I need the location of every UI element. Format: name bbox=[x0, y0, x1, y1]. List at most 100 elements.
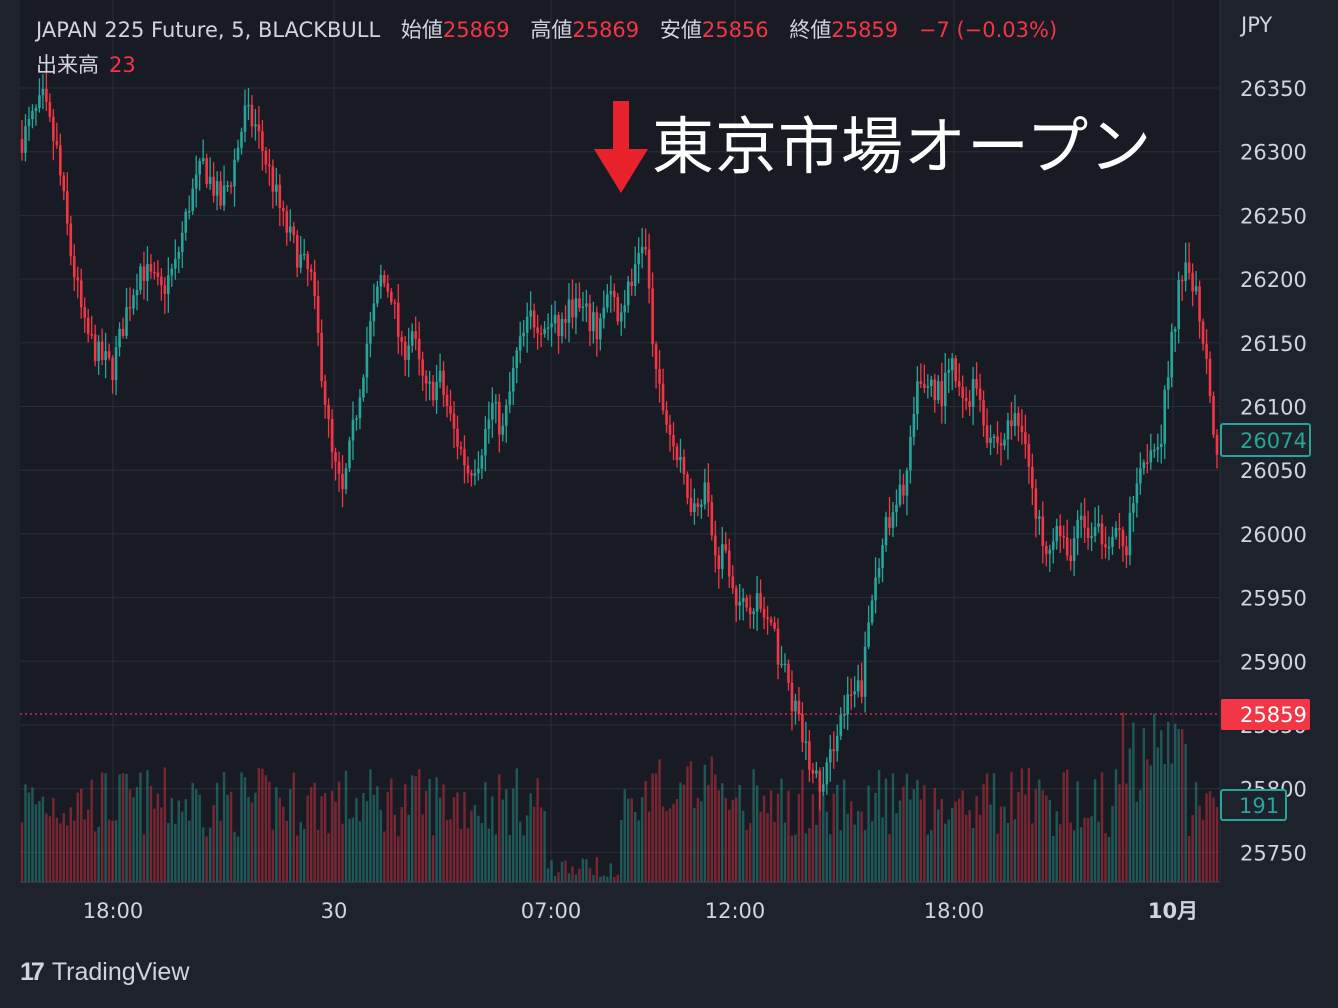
volume-bar bbox=[787, 790, 790, 882]
volume-bar bbox=[1132, 722, 1135, 882]
candle-body bbox=[794, 700, 797, 712]
symbol-name[interactable]: JAPAN 225 Future, 5, BLACKBULL bbox=[36, 18, 381, 42]
volume-bar bbox=[1013, 819, 1017, 882]
volume-bar bbox=[146, 770, 149, 882]
volume-bar bbox=[505, 789, 508, 882]
volume-bar bbox=[201, 827, 205, 882]
x-tick-label: 18:00 bbox=[924, 899, 985, 923]
candle-body bbox=[895, 504, 898, 513]
volume-bar bbox=[1180, 729, 1184, 882]
volume-bar bbox=[525, 815, 529, 882]
candle-body bbox=[919, 381, 923, 384]
candle-body bbox=[1159, 443, 1163, 448]
candle-body bbox=[578, 298, 581, 308]
candle-body bbox=[651, 288, 654, 345]
time-axis[interactable]: 18:00 30 07:00 12:00 18:00 10月 bbox=[83, 899, 1198, 923]
candle-body bbox=[926, 386, 930, 388]
candle-body bbox=[62, 175, 66, 192]
volume-bar bbox=[456, 792, 459, 882]
candle-body bbox=[421, 359, 424, 376]
candle-body bbox=[407, 345, 411, 361]
candle-body bbox=[930, 379, 933, 387]
candle-body bbox=[65, 191, 69, 224]
volume-bar bbox=[306, 795, 309, 882]
candle-body bbox=[755, 593, 759, 612]
volume-bar bbox=[156, 793, 160, 882]
volume-bar bbox=[780, 778, 783, 882]
volume-bar bbox=[83, 819, 86, 882]
volume-bar bbox=[316, 829, 320, 882]
volume-bar bbox=[309, 786, 313, 882]
tradingview-logo[interactable]: 17 TradingView bbox=[20, 958, 189, 987]
candle-body bbox=[867, 622, 870, 647]
candle-body bbox=[630, 281, 633, 287]
volume-bar bbox=[417, 769, 421, 882]
volume-bar bbox=[762, 795, 766, 882]
volume-bar bbox=[323, 792, 327, 882]
candle-body bbox=[738, 601, 741, 606]
volume-bar bbox=[337, 781, 341, 882]
candle-body bbox=[146, 264, 149, 281]
candle-body bbox=[1013, 413, 1017, 426]
volume-bar bbox=[365, 801, 369, 882]
volume-bar bbox=[888, 834, 891, 882]
volume-bar bbox=[567, 873, 571, 882]
candle-body bbox=[525, 316, 529, 333]
price-axis[interactable]: 26350 26300 26250 26200 26150 26100 26050 26000… bbox=[1240, 77, 1307, 865]
volume-bar bbox=[330, 790, 334, 882]
candle-body bbox=[341, 473, 344, 490]
volume-bar bbox=[208, 827, 212, 882]
candle-body bbox=[487, 419, 491, 429]
candle-body bbox=[780, 663, 783, 666]
candle-body bbox=[727, 550, 731, 577]
candle-body bbox=[79, 280, 83, 308]
candle-body bbox=[971, 379, 975, 407]
candle-body bbox=[184, 211, 188, 233]
candle-body bbox=[376, 286, 379, 304]
close-value: 25859 bbox=[831, 18, 899, 42]
y-tick-label: 26100 bbox=[1240, 396, 1307, 420]
candle-body bbox=[1051, 541, 1055, 550]
candle-body bbox=[1058, 525, 1062, 536]
volume-bar bbox=[909, 799, 912, 882]
volume-bar bbox=[100, 772, 104, 882]
candle-body bbox=[595, 312, 599, 340]
high-value: 25869 bbox=[572, 18, 640, 42]
candle-body bbox=[1121, 529, 1125, 547]
volume-bar bbox=[215, 782, 219, 882]
candle-body bbox=[700, 504, 703, 508]
volume-bar bbox=[372, 794, 376, 882]
volume-bar bbox=[247, 796, 250, 882]
volume-bar bbox=[149, 786, 153, 882]
volume-bar bbox=[881, 817, 884, 882]
volume-bar bbox=[303, 828, 306, 882]
candle-body bbox=[539, 333, 543, 335]
candle-body bbox=[543, 328, 546, 334]
candle-body bbox=[633, 264, 637, 287]
candle-body bbox=[86, 317, 90, 334]
volume-bar bbox=[198, 794, 201, 882]
volume-bar bbox=[219, 820, 222, 882]
volume-bar bbox=[1191, 814, 1194, 882]
candle-body bbox=[748, 607, 752, 614]
volume-bar bbox=[550, 860, 553, 882]
volume-bar bbox=[1215, 807, 1219, 882]
x-tick-label: 18:00 bbox=[83, 899, 144, 923]
volume-bar bbox=[254, 792, 257, 882]
volume-bar bbox=[1163, 764, 1166, 882]
candle-body bbox=[139, 266, 142, 291]
candle-body bbox=[557, 314, 560, 337]
candle-body bbox=[902, 484, 905, 496]
y-tick-label: 26250 bbox=[1240, 204, 1307, 228]
candle-body bbox=[187, 210, 191, 213]
volume-bar bbox=[989, 804, 992, 882]
candle-body bbox=[132, 295, 135, 309]
volume-bar bbox=[1062, 772, 1065, 882]
candle-body bbox=[588, 303, 592, 332]
candle-body bbox=[281, 208, 285, 212]
candle-body bbox=[27, 119, 31, 127]
volume-bar bbox=[630, 798, 633, 882]
volume-bar bbox=[919, 799, 923, 882]
volume-bar bbox=[539, 807, 543, 882]
